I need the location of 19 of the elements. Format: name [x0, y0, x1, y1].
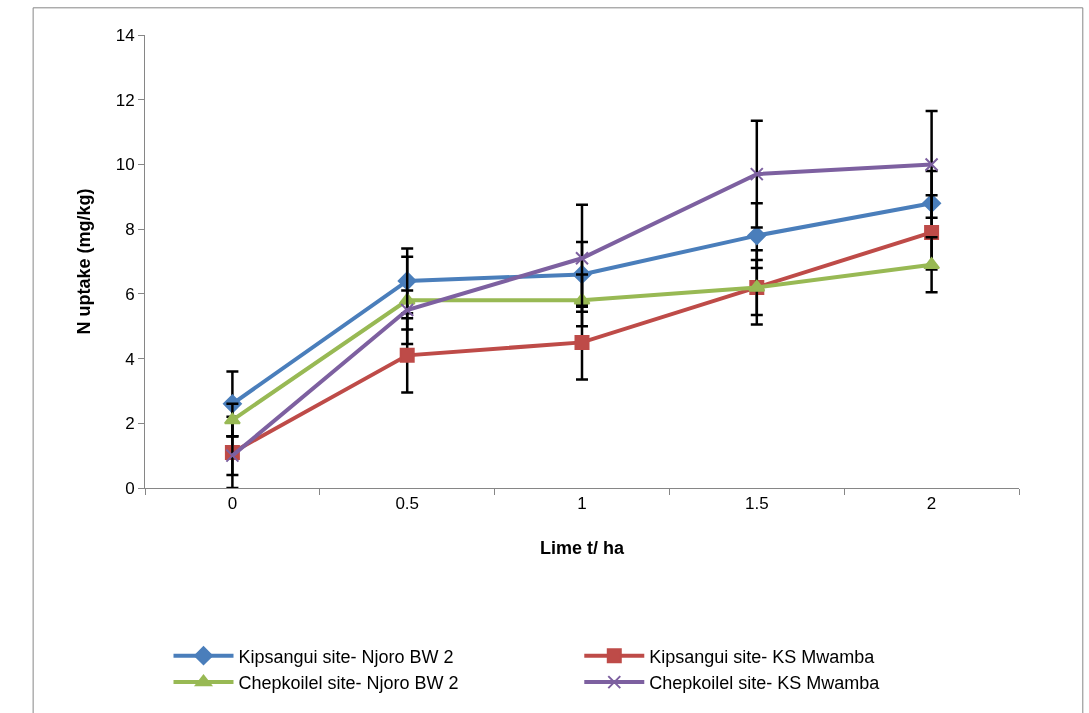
- x-tick-label: 2: [926, 494, 937, 514]
- legend-label: Chepkoilel site- Njoro BW 2: [238, 673, 459, 694]
- x-tick-label: 0.5: [395, 494, 420, 514]
- y-tick-label: 10: [115, 155, 135, 175]
- x-tick-label: 0: [227, 494, 238, 514]
- y-tick-label: 12: [115, 90, 135, 110]
- y-tick-label: 0: [125, 478, 135, 498]
- x-axis-title: Lime t/ ha: [539, 537, 625, 558]
- y-axis-title: N uptake (mg/kg): [73, 188, 94, 335]
- x-tick-label: 1: [577, 494, 587, 514]
- y-tick-label: 14: [115, 25, 135, 45]
- legend-label: Kipsangui site- Njoro BW 2: [238, 646, 454, 667]
- y-tick-label: 8: [125, 220, 135, 240]
- legend-label: Kipsangui site- KS Mwamba: [649, 646, 876, 667]
- legend-label: Chepkoilel site- KS Mwamba: [649, 673, 881, 694]
- y-tick-label: 2: [125, 414, 135, 434]
- y-tick-label: 6: [125, 284, 135, 304]
- y-tick-label: 4: [125, 349, 135, 369]
- x-tick-label: 1.5: [744, 494, 769, 514]
